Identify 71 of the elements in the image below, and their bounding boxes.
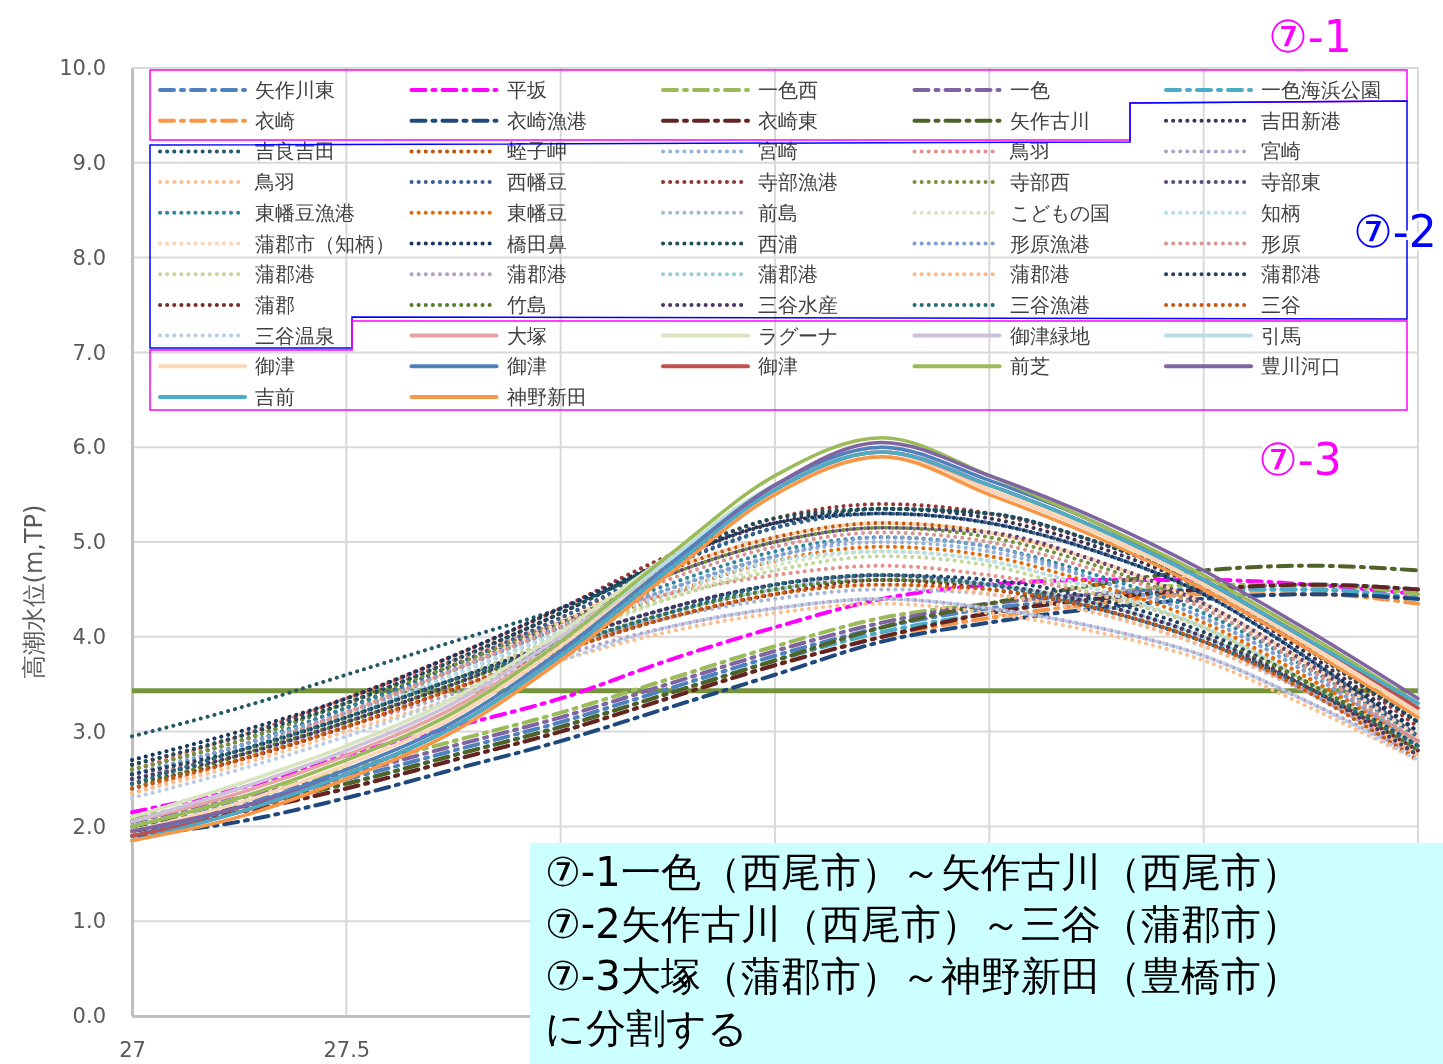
legend-label: 吉前 [255, 385, 295, 409]
legend-label: 三谷水産 [758, 292, 838, 317]
x-tick-label: 27 [119, 1037, 146, 1062]
legend-label: 鳥羽 [254, 170, 295, 195]
annotation: ⑦-3 [1258, 434, 1342, 485]
legend-label: 御津 [758, 354, 798, 379]
legend-label: 前島 [758, 200, 798, 225]
legend-label: 御津 [506, 354, 547, 379]
legend-label: 東幡豆漁港 [255, 200, 355, 225]
legend-label: 一色海浜公園 [1261, 78, 1381, 102]
legend-label: 衣崎漁港 [506, 108, 587, 133]
legend-label: 前芝 [1009, 354, 1050, 379]
legend-label: 西浦 [758, 231, 798, 256]
legend-label: 豊川河口 [1261, 354, 1341, 379]
legend-label: 蛭子岬 [506, 139, 567, 164]
legend-label: 西幡豆 [506, 170, 567, 195]
legend-label: 衣崎東 [758, 108, 818, 133]
legend-label: 三谷 [1261, 292, 1301, 317]
annotation: に分割する [545, 1005, 748, 1051]
annotation: ⑦-2矢作古川（西尾市）～三谷（蒲郡市） [545, 901, 1301, 947]
legend-label: 御津 [255, 354, 295, 379]
x-tick-label: 27.5 [323, 1037, 371, 1062]
legend-label: 宮崎 [758, 139, 798, 164]
legend-label: 知柄 [1261, 200, 1301, 225]
legend-label: 蒲郡 [255, 292, 295, 317]
y-axis-title: 高潮水位(m,TP) [20, 504, 48, 680]
legend-label: 一色 [1009, 78, 1050, 102]
y-tick-label: 5.0 [72, 530, 106, 555]
legend-label: 吉田新港 [1261, 108, 1341, 133]
legend-label: 大塚 [506, 323, 547, 348]
legend-label: 平坂 [506, 78, 547, 102]
legend-label: 宮崎 [1261, 139, 1301, 164]
legend-label: 矢作川東 [255, 78, 335, 102]
y-tick-label: 2.0 [72, 814, 106, 839]
annotation: ⑦-1一色（西尾市）～矢作古川（西尾市） [545, 849, 1301, 895]
legend-label: 寺部東 [1261, 170, 1321, 195]
y-tick-label: 8.0 [72, 245, 106, 270]
legend-label: 三谷漁港 [1009, 292, 1090, 317]
y-tick-label: 3.0 [72, 719, 106, 744]
legend-label: 形原漁港 [1009, 231, 1090, 256]
legend-label: 一色西 [758, 78, 818, 102]
legend-label: 形原 [1261, 231, 1301, 256]
annotation: ⑦-3大塚（蒲郡市）～神野新田（豊橋市） [545, 953, 1301, 999]
y-tick-label: 6.0 [72, 435, 106, 460]
legend-label: 御津緑地 [1009, 323, 1090, 348]
y-tick-label: 1.0 [72, 909, 106, 934]
legend-label: 鳥羽 [1008, 139, 1050, 164]
legend-label: 蒲郡港 [758, 262, 818, 287]
legend-label: ラグーナ [758, 323, 838, 348]
legend-label: 東幡豆 [506, 200, 567, 225]
legend-label: 竹島 [506, 292, 547, 317]
y-tick-label: 9.0 [72, 151, 106, 176]
y-tick-label: 7.0 [72, 340, 106, 365]
legend-label: 橋田鼻 [506, 231, 567, 256]
legend-label: 引馬 [1261, 323, 1301, 348]
legend-label: 寺部漁港 [758, 170, 838, 195]
text: ⑦-1 [1268, 11, 1352, 62]
legend-label: 蒲郡市（知柄） [255, 231, 395, 256]
legend-label: 寺部西 [1009, 170, 1070, 195]
legend-label: 三谷温泉 [255, 323, 335, 348]
legend-label: 神野新田 [506, 385, 587, 409]
legend-label: 矢作古川 [1009, 108, 1090, 133]
y-tick-label: 4.0 [72, 625, 106, 650]
legend-label: 衣崎 [255, 108, 295, 133]
y-tick-label: 0.0 [72, 1004, 106, 1029]
legend-label: 蒲郡港 [506, 262, 567, 287]
legend-label: 蒲郡港 [1009, 262, 1070, 287]
legend-label: 蒲郡港 [1261, 262, 1321, 287]
legend-label: こどもの国 [1009, 200, 1110, 225]
y-tick-label: 10.0 [59, 56, 106, 81]
legend-label: 蒲郡港 [255, 262, 315, 287]
